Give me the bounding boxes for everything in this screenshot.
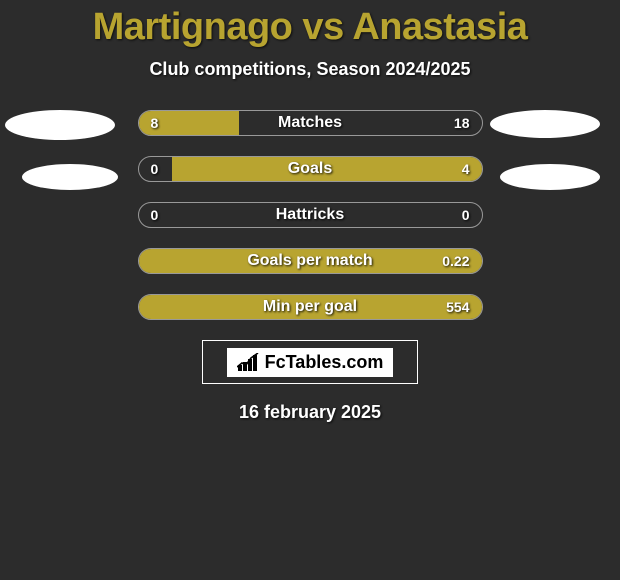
stat-label: Goals per match [139, 249, 482, 273]
stat-label: Matches [139, 111, 482, 135]
stat-label: Hattricks [139, 203, 482, 227]
stat-right-value: 0.22 [442, 249, 469, 273]
stat-bars: Matches818Goals04Hattricks00Goals per ma… [138, 110, 483, 320]
brand-text: FcTables.com [265, 352, 384, 373]
decorative-ellipse [490, 110, 600, 138]
stat-label: Goals [139, 157, 482, 181]
stat-right-value: 554 [446, 295, 469, 319]
stat-right-value: 4 [462, 157, 470, 181]
stat-row: Goals per match0.22 [138, 248, 483, 274]
stat-row: Min per goal554 [138, 294, 483, 320]
decorative-ellipse [5, 110, 115, 140]
brand-chart-icon [237, 353, 259, 371]
stat-right-value: 18 [454, 111, 470, 135]
stat-left-value: 0 [151, 203, 159, 227]
stat-row: Hattricks0 0 [138, 202, 483, 228]
stat-left-value: 8 [151, 111, 159, 135]
stat-right-value: 0 [462, 203, 470, 227]
brand-wrap: FcTables.com [227, 348, 394, 377]
stat-label: Min per goal [139, 295, 482, 319]
brand-box: FcTables.com [202, 340, 418, 384]
stats-stage: Matches818Goals04Hattricks00Goals per ma… [0, 110, 620, 320]
subtitle: Club competitions, Season 2024/2025 [0, 59, 620, 80]
page-title: Martignago vs Anastasia [0, 0, 620, 49]
stat-left-value: 0 [151, 157, 159, 181]
date: 16 february 2025 [0, 402, 620, 423]
stat-row: Goals0 4 [138, 156, 483, 182]
decorative-ellipse [500, 164, 600, 190]
stat-row: Matches8 18 [138, 110, 483, 136]
decorative-ellipse [22, 164, 118, 190]
